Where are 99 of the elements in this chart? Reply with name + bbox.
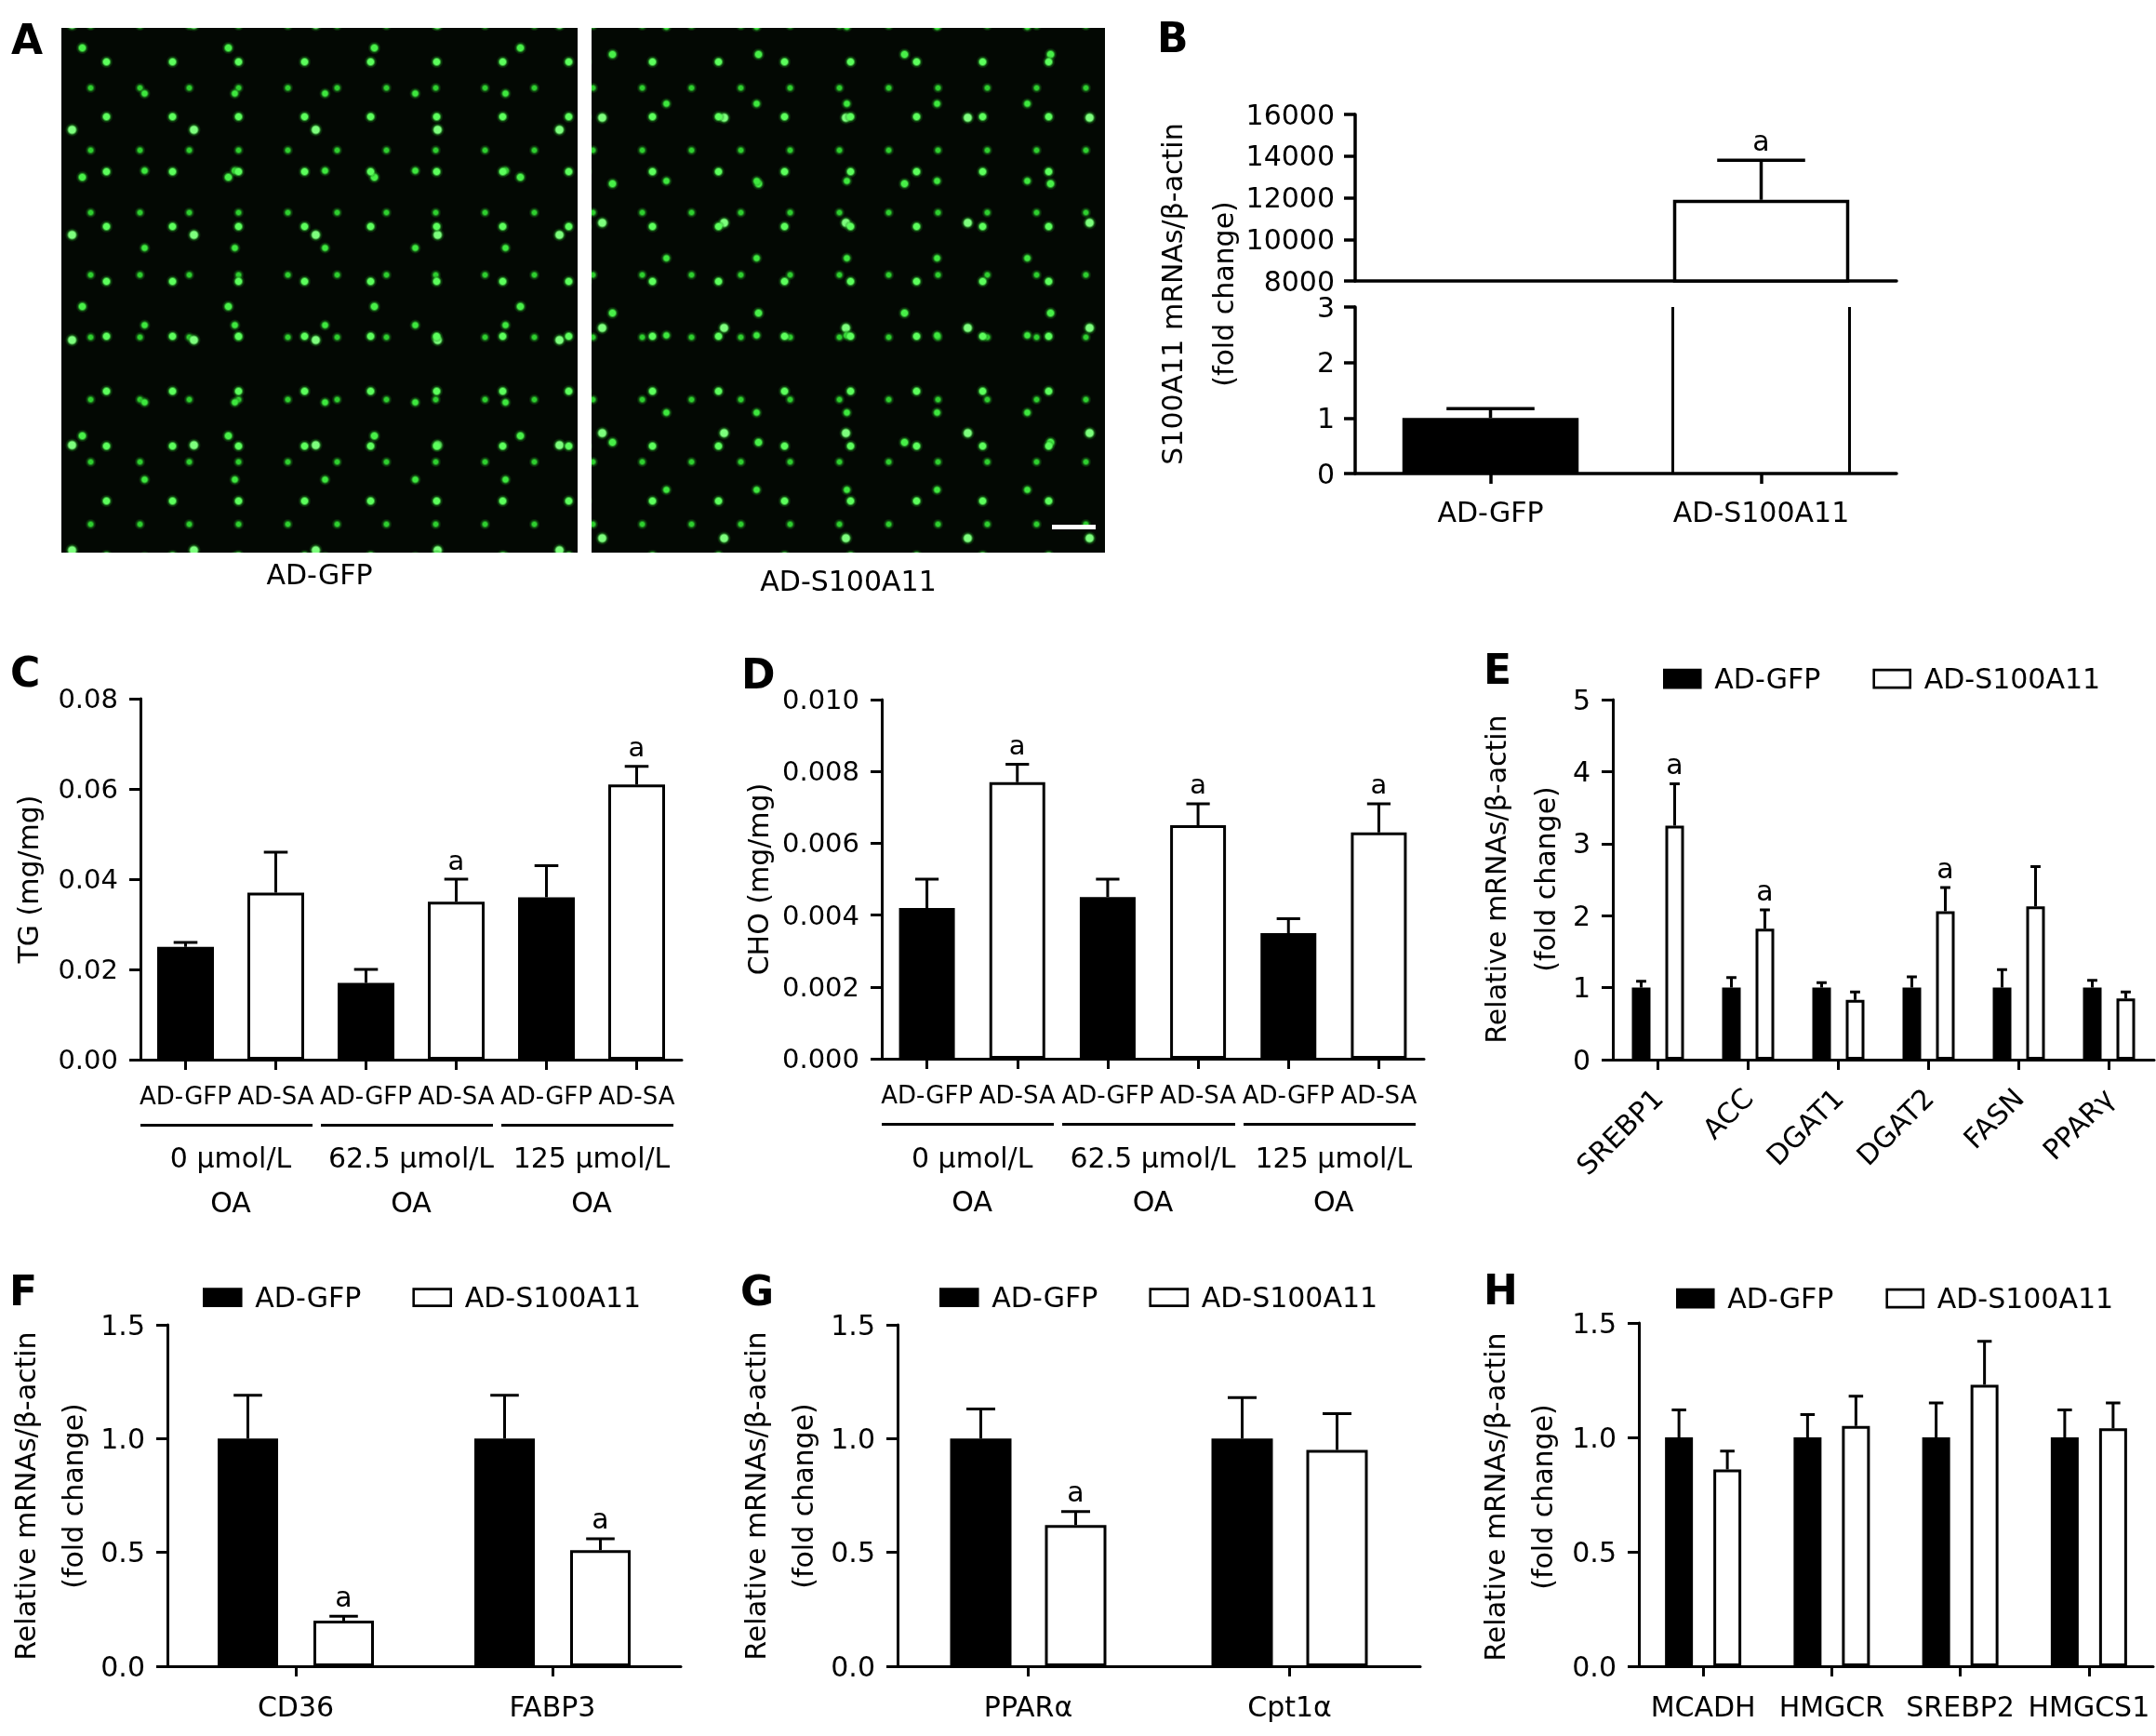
- y-tick-label: 0.000: [781, 1043, 859, 1075]
- x-tick-label: AD-SA: [418, 1082, 495, 1110]
- annotation: a: [1008, 728, 1026, 761]
- y-tick-label: 14000: [1245, 140, 1335, 173]
- y-tick-label: 0.0: [1572, 1649, 1617, 1683]
- x-tick-label: AD-GFP: [1061, 1081, 1154, 1109]
- annotation: a: [1752, 124, 1770, 157]
- y-tick-label: 0.008: [781, 755, 859, 788]
- y-tick-label: 0.002: [781, 970, 859, 1003]
- x-tick-label: AD-SA: [598, 1082, 675, 1110]
- legend-label: AD-GFP: [1727, 1282, 1834, 1315]
- x-tick-label: HMGCR: [1778, 1689, 1885, 1723]
- y-axis-title: S100A11 mRNAs/β-actin (fold change): [1156, 123, 1240, 465]
- y-tick-label: 0.004: [781, 899, 859, 931]
- x-tick-label: AD-GFP: [140, 1082, 232, 1110]
- legend-label: AD-GFP: [255, 1281, 362, 1315]
- annotation: a: [592, 1502, 609, 1536]
- text: A: [11, 16, 44, 63]
- y-tick-label: 1.0: [1572, 1421, 1617, 1454]
- y-tick-label: 0.006: [781, 827, 859, 860]
- y-axis-title: Relative mRNAs/β-actin (fold change): [1479, 1332, 1559, 1662]
- legend-label: AD-GFP: [991, 1281, 1098, 1315]
- annotation: a: [628, 731, 645, 764]
- x-tick-label: HMGCS1: [2028, 1689, 2150, 1723]
- text: 125 μmol/L OA: [512, 1141, 671, 1219]
- x-tick-label: AD-GFP: [500, 1082, 592, 1110]
- y-tick-label: 12000: [1245, 181, 1335, 214]
- x-tick-label: PPARα: [983, 1689, 1073, 1723]
- chart-title: H: [1484, 1265, 1518, 1314]
- y-tick-label: 0.02: [58, 954, 118, 985]
- legend-label: AD-S100A11: [1936, 1282, 2114, 1315]
- chart-title: D: [741, 649, 776, 698]
- x-tick-label: AD-GFP: [881, 1081, 974, 1109]
- x-tick-label: MCADH: [1650, 1689, 1756, 1723]
- y-tick-label: 0.08: [58, 683, 118, 714]
- annotation: a: [1936, 851, 1954, 885]
- x-tick-label: AD-GFP: [1242, 1081, 1335, 1109]
- x-tick-label: AD-GFP: [320, 1082, 412, 1110]
- y-axis-title: Relative mRNAs/β-actin (fold change): [739, 1331, 819, 1661]
- y-tick-label: 0.5: [100, 1536, 145, 1569]
- text: AD-GFP: [266, 558, 373, 591]
- y-tick-label: 0.04: [58, 863, 118, 895]
- y-tick-label: 0.00: [58, 1044, 118, 1075]
- y-tick-label: 16000: [1245, 98, 1335, 131]
- legend-label: AD-S100A11: [1201, 1281, 1378, 1315]
- x-tick-label: AD-SA: [1340, 1081, 1417, 1109]
- annotation: a: [447, 844, 465, 876]
- y-tick-label: 1.0: [831, 1422, 875, 1455]
- y-axis-title: TG (mg/mg): [11, 795, 45, 965]
- annotation: a: [1067, 1476, 1085, 1509]
- y-tick-label: 4: [1572, 754, 1590, 788]
- x-tick-label: AD-SA: [1160, 1081, 1237, 1109]
- y-tick-label: 1: [1572, 971, 1590, 1005]
- y-tick-label: 1: [1316, 401, 1335, 434]
- text: 125 μmol/L OA: [1255, 1142, 1413, 1218]
- y-tick-label: 5: [1572, 683, 1590, 716]
- y-tick-label: 1.0: [100, 1422, 145, 1455]
- chart-title: F: [9, 1266, 38, 1315]
- legend-label: AD-S100A11: [1923, 662, 2101, 696]
- x-tick-label: AD-SA: [978, 1081, 1056, 1109]
- y-tick-label: 2: [1572, 899, 1590, 932]
- annotation: a: [1190, 768, 1206, 801]
- x-tick-label: CD36: [257, 1689, 335, 1723]
- y-tick-label: 0.5: [831, 1536, 875, 1569]
- x-tick-label: AD-SA: [237, 1082, 314, 1110]
- y-axis-title: CHO (mg/mg): [741, 782, 775, 976]
- y-tick-label: 1.5: [1572, 1306, 1617, 1340]
- y-tick-label: 1.5: [100, 1308, 145, 1342]
- y-tick-label: 0.0: [100, 1649, 145, 1683]
- text: 0 μmol/L OA: [169, 1141, 292, 1219]
- text: 62.5 μmol/L OA: [1070, 1142, 1236, 1218]
- annotation: a: [1666, 748, 1684, 781]
- y-axis-title: Relative mRNAs/β-actin (fold change): [9, 1331, 89, 1661]
- chart-title: E: [1484, 645, 1512, 693]
- y-axis-title: Relative mRNAs/β-actin (fold change): [1480, 714, 1562, 1044]
- chart-title: C: [10, 648, 41, 696]
- y-tick-label: 2: [1316, 346, 1335, 380]
- y-tick-label: 0.0: [831, 1649, 875, 1683]
- legend-label: AD-S100A11: [464, 1281, 642, 1315]
- text: 62.5 μmol/L OA: [327, 1141, 495, 1219]
- x-tick-label: FABP3: [509, 1689, 596, 1723]
- y-tick-label: 3: [1572, 827, 1590, 861]
- x-tick-label: Cpt1α: [1247, 1689, 1332, 1723]
- x-tick-label: SREBP2: [1906, 1689, 2015, 1723]
- y-tick-label: 0.010: [781, 684, 859, 715]
- annotation: a: [335, 1580, 353, 1613]
- y-tick-label: 0: [1572, 1043, 1590, 1076]
- legend-label: AD-GFP: [1714, 662, 1821, 696]
- y-tick-label: 1.5: [831, 1308, 875, 1342]
- y-tick-label: 0.06: [58, 773, 118, 805]
- annotation: a: [1756, 874, 1774, 907]
- y-tick-label: 0.5: [1572, 1535, 1617, 1569]
- text: AD-S100A11: [760, 565, 937, 597]
- y-tick-label: 0: [1316, 457, 1335, 490]
- text: 0 μmol/L OA: [911, 1142, 1033, 1218]
- y-tick-label: 10000: [1245, 222, 1335, 256]
- chart-title: G: [740, 1266, 775, 1315]
- chart-title: B: [1157, 13, 1189, 61]
- annotation: a: [1370, 768, 1388, 801]
